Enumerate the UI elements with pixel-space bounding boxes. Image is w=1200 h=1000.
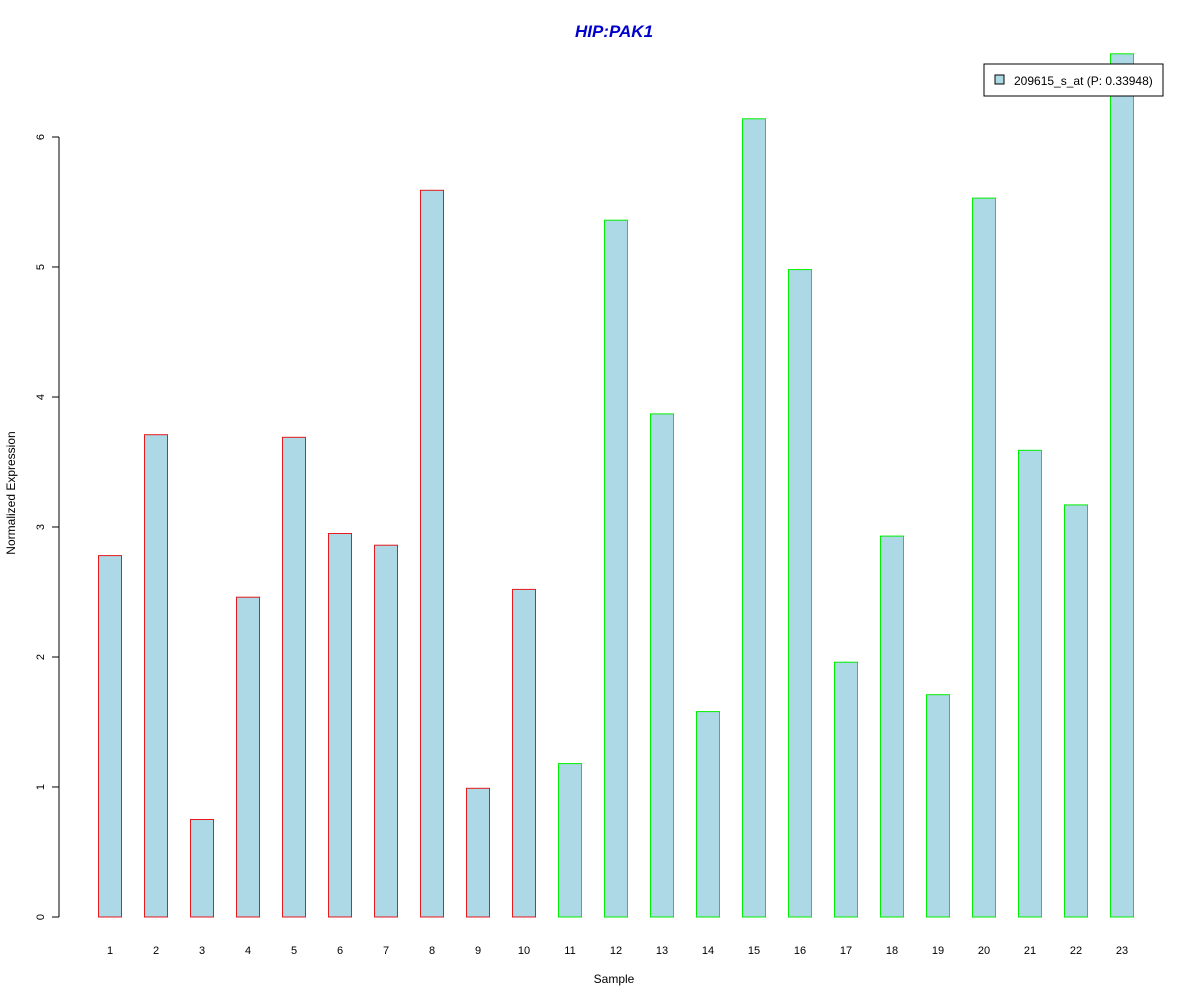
x-tick-label: 11	[564, 945, 575, 957]
x-tick-label: 10	[518, 945, 530, 957]
bar-sample-15	[742, 118, 766, 918]
x-tick-label: 4	[245, 945, 251, 957]
x-tick-label: 22	[1070, 945, 1082, 957]
bar-sample-17	[834, 661, 858, 918]
y-tick-label: 0	[35, 914, 47, 920]
y-tick-label: 1	[35, 784, 47, 790]
bar-sample-18	[880, 535, 904, 918]
bar-sample-10	[512, 588, 536, 918]
bar-sample-4	[236, 596, 260, 918]
legend: 209615_s_at (P: 0.33948)	[983, 63, 1164, 97]
x-tick-label: 6	[337, 945, 343, 957]
x-tick-label: 12	[610, 945, 622, 957]
bar-sample-20	[972, 197, 996, 918]
bars-group	[98, 53, 1134, 918]
x-tick-label: 15	[748, 945, 760, 957]
bar-sample-19	[926, 694, 950, 918]
y-tick-label: 2	[35, 654, 47, 660]
y-axis-label: Normalized Expression	[4, 431, 18, 554]
x-tick-label: 5	[291, 945, 297, 957]
x-tick-label: 19	[932, 945, 944, 957]
x-tick-label: 16	[794, 945, 806, 957]
x-tick-label: 3	[199, 945, 205, 957]
bar-sample-9	[466, 787, 490, 918]
chart-title: HIP:PAK1	[575, 22, 653, 41]
y-tick-label: 5	[35, 264, 47, 270]
y-tick-label: 4	[35, 394, 47, 400]
bar-sample-23	[1110, 53, 1134, 918]
bar-sample-2	[144, 434, 168, 918]
x-tick-label: 23	[1116, 945, 1128, 957]
x-tick-label: 20	[978, 945, 990, 957]
bar-sample-5	[282, 436, 306, 918]
bar-sample-6	[328, 533, 352, 918]
x-tick-label: 7	[383, 945, 389, 957]
bar-sample-22	[1064, 504, 1088, 918]
bar-sample-16	[788, 269, 812, 918]
bar-sample-11	[558, 763, 582, 918]
bar-sample-7	[374, 544, 398, 918]
x-tick-label: 17	[840, 945, 852, 957]
x-tick-label: 8	[429, 945, 435, 957]
x-tick-label: 1	[107, 945, 113, 957]
x-tick-label: 18	[886, 945, 898, 957]
x-tick-label: 2	[153, 945, 159, 957]
bar-sample-21	[1018, 449, 1042, 918]
y-tick-label: 6	[35, 134, 47, 140]
bar-sample-14	[696, 711, 720, 918]
x-tick-label: 14	[702, 945, 714, 957]
legend-entry: 209615_s_at (P: 0.33948)	[1014, 74, 1153, 88]
bar-sample-1	[98, 555, 122, 918]
legend-swatch	[994, 74, 1005, 85]
x-tick-label: 9	[475, 945, 481, 957]
y-axis: 0 1 2 3 4 5 6	[35, 134, 60, 920]
x-tick-label: 13	[656, 945, 668, 957]
x-tick-label: 21	[1024, 945, 1036, 957]
x-tick-labels: 1 2 3 4 5 6 7 8 9 10 11 12 13 14 15 16 17 18 19 20 21 22 23	[107, 945, 1128, 957]
bar-sample-3	[190, 819, 214, 918]
x-axis-label: Sample	[594, 972, 635, 986]
bar-sample-13	[650, 413, 674, 918]
bar-sample-12	[604, 219, 628, 918]
y-tick-label: 3	[35, 524, 47, 530]
bar-sample-8	[420, 189, 444, 918]
legend-box	[983, 63, 1164, 97]
